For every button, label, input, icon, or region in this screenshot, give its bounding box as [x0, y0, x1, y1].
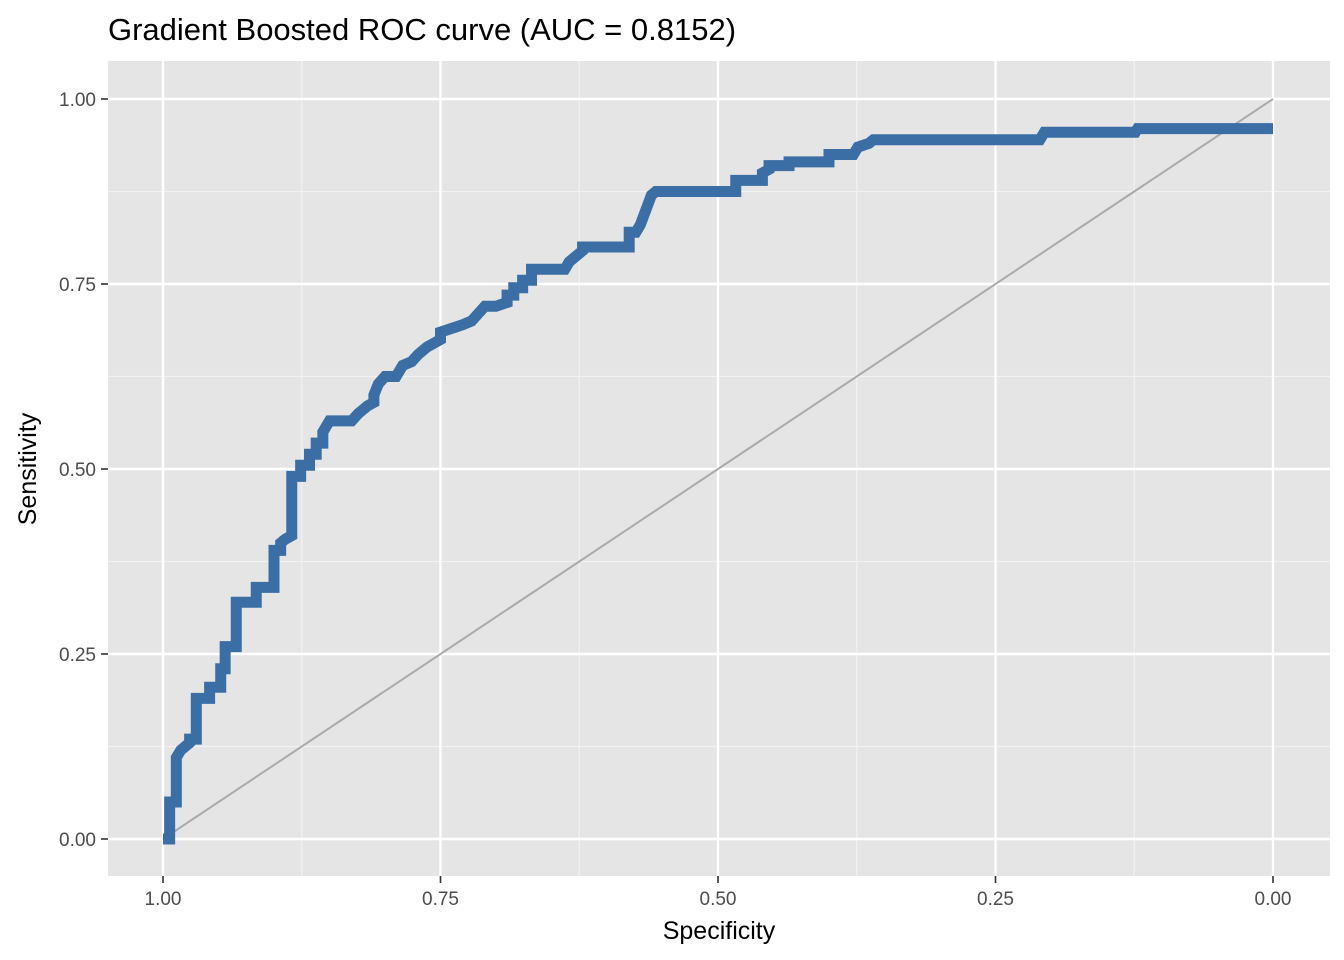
chart-title: Gradient Boosted ROC curve (AUC = 0.8152…	[108, 12, 736, 47]
x-axis-label: Specificity	[663, 917, 776, 945]
roc-curve	[163, 123, 1273, 845]
x-tick-label: 0.25	[977, 889, 1014, 910]
y-axis-label: Sensitivity	[14, 412, 42, 525]
y-tick-label: 0.75	[59, 275, 96, 296]
y-tick-label: 0.50	[59, 460, 96, 481]
x-tick-label: 0.75	[422, 889, 459, 910]
y-tick-label: 1.00	[59, 90, 96, 111]
x-tick-label: 0.00	[1255, 889, 1292, 910]
x-axis-ticks: 1.00 0.75 0.50 0.25 0.00	[145, 876, 1292, 910]
y-tick-label: 0.00	[59, 830, 96, 851]
chance-diagonal-line	[162, 98, 1274, 840]
y-tick-label: 0.25	[59, 645, 96, 666]
y-axis-ticks: 0.00 0.25 0.50 0.75 1.00	[59, 90, 108, 851]
x-tick-label: 0.50	[700, 889, 737, 910]
x-tick-label: 1.00	[145, 889, 182, 910]
